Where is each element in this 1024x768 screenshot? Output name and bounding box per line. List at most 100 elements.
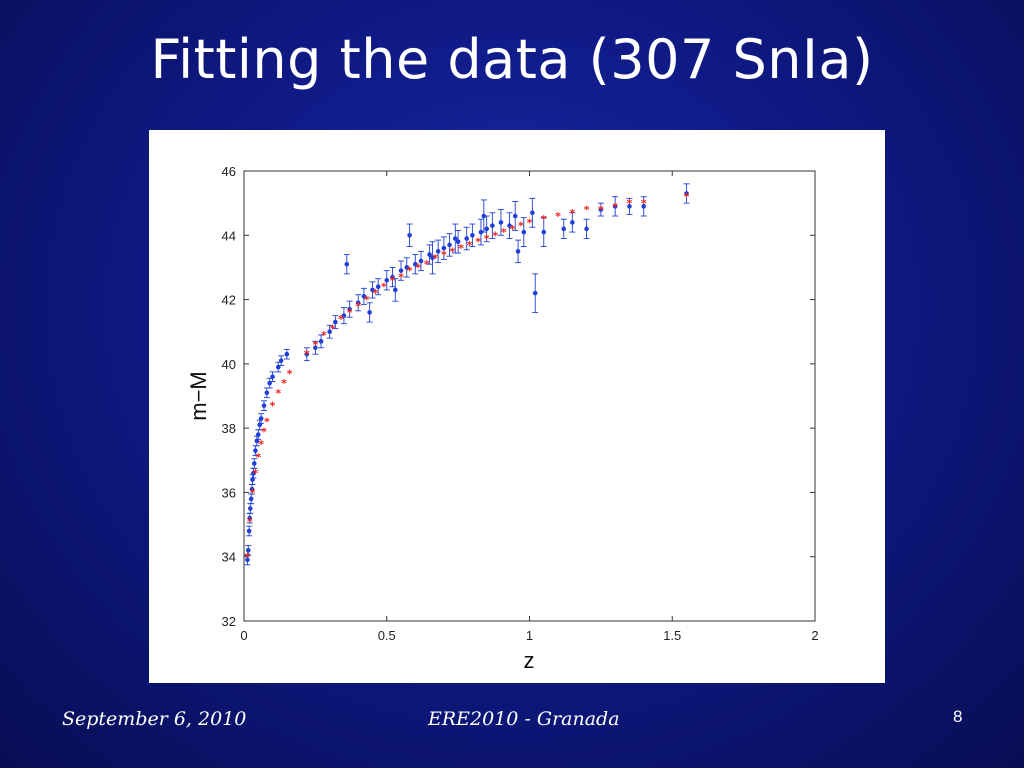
data-point	[570, 220, 575, 225]
data-point	[598, 207, 604, 212]
data-point	[627, 204, 632, 209]
fit-marker: *	[541, 213, 547, 226]
fit-marker: *	[270, 400, 276, 413]
data-point	[254, 438, 260, 444]
fit-marker: *	[555, 210, 561, 223]
y-tick-label: 42	[222, 293, 236, 308]
fit-marker: *	[598, 204, 604, 217]
data-point	[375, 284, 381, 290]
data-point	[384, 277, 390, 283]
fit-marker: *	[641, 197, 647, 210]
y-tick-label: 32	[222, 614, 236, 629]
fit-marker: *	[684, 191, 690, 204]
data-point	[464, 236, 469, 241]
fit-marker: *	[475, 236, 481, 249]
data-point	[250, 477, 255, 482]
data-point	[313, 345, 318, 351]
y-axis-title: m−M	[186, 371, 211, 421]
fit-marker: *	[281, 377, 287, 390]
fit-marker: *	[450, 245, 456, 258]
data-point	[247, 515, 253, 521]
data-point	[404, 265, 410, 270]
data-point	[435, 249, 441, 254]
fit-marker: *	[275, 387, 281, 400]
data-point	[355, 300, 361, 306]
data-points	[245, 191, 689, 563]
fit-marker: *	[432, 252, 438, 265]
data-point	[498, 220, 504, 225]
fit-marker: *	[261, 425, 267, 438]
fit-marker: *	[304, 348, 310, 361]
fit-marker: *	[518, 220, 524, 233]
data-point	[248, 496, 254, 502]
data-point	[478, 229, 484, 235]
data-point	[327, 329, 332, 335]
y-tick-label: 36	[222, 485, 236, 500]
data-point	[267, 380, 272, 386]
data-point	[367, 310, 372, 315]
data-point	[370, 287, 375, 293]
fit-marker: *	[390, 274, 396, 287]
fit-marker: *	[381, 281, 387, 294]
data-point	[413, 261, 418, 267]
data-point	[251, 461, 257, 466]
data-point	[418, 258, 424, 264]
page-number: 8	[953, 707, 963, 726]
fit-marker: *	[287, 368, 293, 381]
y-tick-label: 44	[222, 228, 236, 243]
data-point	[247, 506, 253, 511]
data-point	[561, 226, 567, 232]
fit-marker: *	[415, 261, 421, 274]
data-point	[341, 313, 347, 318]
plot-area-frame	[243, 170, 816, 622]
data-point	[251, 470, 256, 476]
fit-marker: *	[338, 313, 344, 326]
y-tick-label: 40	[222, 357, 236, 372]
data-point	[304, 351, 310, 357]
data-point	[484, 226, 489, 232]
fit-marker: *	[321, 329, 327, 342]
data-point	[541, 229, 547, 235]
fit-marker: *	[330, 323, 336, 336]
data-point	[264, 390, 270, 396]
fit-marker: *	[247, 515, 253, 528]
fit-marker: *	[372, 287, 378, 300]
y-tick-label: 38	[222, 421, 236, 436]
data-point	[584, 226, 589, 232]
data-point	[361, 294, 367, 299]
fit-marker: *	[245, 551, 251, 564]
data-point	[515, 249, 521, 254]
y-tick-label: 34	[222, 550, 236, 565]
y-tick-label: 46	[222, 164, 236, 179]
data-point	[390, 274, 395, 280]
data-point	[641, 204, 646, 209]
data-point	[481, 213, 487, 219]
fit-marker: *	[441, 249, 447, 262]
data-point	[398, 268, 404, 273]
x-tick-label: 0.5	[378, 628, 396, 643]
fit-marker: *	[250, 486, 256, 499]
fit-marker: *	[355, 300, 361, 313]
data-point	[530, 210, 535, 216]
data-point	[441, 245, 447, 251]
fit-marker: *	[258, 438, 264, 451]
fit-marker: *	[458, 242, 464, 255]
data-point	[532, 290, 538, 296]
fit-marker: *	[569, 207, 575, 220]
fit-marker: *	[424, 258, 430, 271]
fit-marker: *	[347, 306, 353, 319]
x-tick-label: 0	[240, 628, 247, 643]
data-point	[455, 239, 461, 245]
data-point	[261, 403, 267, 408]
data-point	[284, 351, 290, 357]
footer-conference: ERE2010 - Granada	[428, 708, 620, 730]
data-point	[470, 232, 475, 238]
x-tick-label: 2	[811, 628, 818, 643]
data-point	[612, 204, 618, 209]
slide-title: Fitting the data (307 SnIa)	[150, 28, 874, 91]
fit-marker: *	[501, 226, 507, 239]
x-tick-label: 1	[526, 628, 533, 643]
data-point	[270, 374, 275, 380]
fit-marker: *	[627, 197, 633, 210]
data-point	[430, 255, 435, 261]
